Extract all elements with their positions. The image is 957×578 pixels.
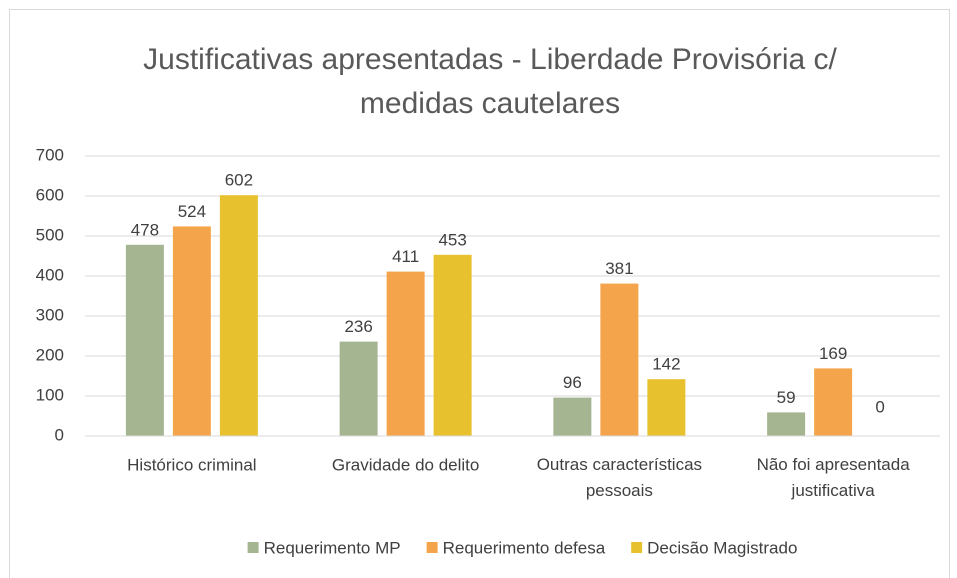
data-label: 602 [225, 171, 253, 190]
bar [814, 368, 853, 436]
y-tick-label: 700 [36, 145, 64, 164]
data-label: 96 [563, 373, 582, 392]
data-label: 59 [777, 388, 796, 407]
data-label: 453 [438, 230, 466, 249]
y-tick-label: 0 [55, 425, 64, 444]
y-tick-label: 600 [36, 185, 64, 204]
data-label: 381 [605, 259, 633, 278]
bar [386, 271, 425, 436]
data-label: 524 [178, 202, 206, 221]
data-label: 142 [652, 355, 680, 374]
data-label: 236 [344, 317, 372, 336]
data-label: 169 [819, 344, 847, 363]
legend-swatch [426, 542, 438, 553]
bar [172, 226, 211, 436]
legend-label: Requerimento defesa [443, 538, 606, 557]
data-label: 411 [392, 247, 419, 266]
bar [125, 244, 164, 436]
x-tick-label: Gravidade do delito [332, 455, 479, 474]
x-tick-label: Não foi apresentada justificativa [757, 455, 911, 500]
bar [219, 195, 258, 436]
y-tick-label: 100 [36, 385, 64, 404]
chart-title: Justificativas apresentadas - Liberdade … [143, 43, 837, 120]
y-tick-label: 500 [36, 225, 64, 244]
bar [600, 283, 639, 436]
y-tick-label: 400 [36, 265, 64, 284]
legend-label: Requerimento MP [264, 538, 401, 557]
bar [339, 341, 378, 436]
data-label: 478 [131, 220, 159, 239]
bar [767, 412, 806, 436]
data-label: 0 [875, 397, 884, 416]
legend-swatch [247, 542, 259, 553]
legend-swatch [631, 542, 643, 553]
x-tick-label: Outras características pessoais [537, 455, 702, 500]
bar [647, 379, 686, 436]
y-tick-label: 300 [36, 305, 64, 324]
y-tick-label: 200 [36, 345, 64, 364]
x-tick-label: Histórico criminal [127, 455, 256, 474]
bar [553, 397, 592, 436]
legend-label: Decisão Magistrado [647, 538, 797, 557]
chart-border [9, 9, 950, 578]
bar [433, 254, 472, 436]
